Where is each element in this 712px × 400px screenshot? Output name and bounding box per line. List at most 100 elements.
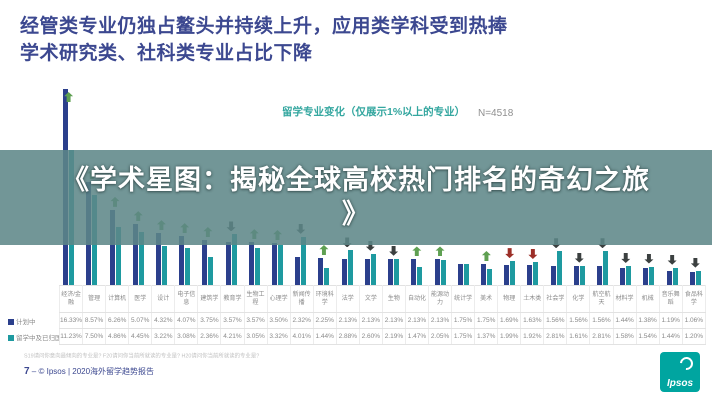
value-cell: 1.99% xyxy=(497,328,522,345)
overlay-banner: 《学术星图：揭秘全球高校热门排名的奇幻之旅 》 xyxy=(0,150,712,245)
value-cell: 1.20% xyxy=(681,328,707,345)
bar-planned xyxy=(179,236,185,285)
value-cell: 4.07% xyxy=(174,312,199,329)
trend-up-arrow-icon xyxy=(481,251,491,261)
category-header-cell: 经济/金融 xyxy=(58,285,84,313)
bar-planned xyxy=(318,258,324,285)
category-header-cell: 自动化 xyxy=(404,285,430,313)
bar-planned xyxy=(666,270,672,285)
bar-planned xyxy=(364,259,370,285)
bar-planned xyxy=(272,243,278,285)
value-cell: 4.01% xyxy=(289,328,314,345)
value-cell: 4.86% xyxy=(105,328,130,345)
bar-current xyxy=(185,248,191,285)
value-cell: 1.44% xyxy=(312,328,337,345)
trend-up-arrow-icon xyxy=(435,246,445,257)
bar-group xyxy=(312,80,335,285)
value-cell: 2.19% xyxy=(381,328,406,345)
bar-current xyxy=(278,245,284,285)
value-cell: 1.56% xyxy=(543,312,568,329)
footer-dash: ‒ xyxy=(31,367,37,376)
category-header-cell: 管理 xyxy=(82,285,107,313)
bar-current xyxy=(138,231,144,285)
banner-title-line2: 》 xyxy=(342,198,370,229)
bar-planned xyxy=(480,264,486,285)
bar-current xyxy=(394,258,400,285)
category-header-cell: 机械 xyxy=(635,285,660,313)
value-cell: 1.44% xyxy=(612,312,637,329)
trend-down-arrow-icon xyxy=(621,253,631,264)
bar-planned xyxy=(155,233,161,285)
value-cell: 2.81% xyxy=(543,328,568,345)
bar-current xyxy=(695,270,701,285)
value-cell: 1.75% xyxy=(451,312,476,329)
bar-current xyxy=(533,261,539,285)
bar-planned xyxy=(620,267,626,285)
value-cell: 1.61% xyxy=(566,328,591,345)
trend-down-arrow-icon xyxy=(389,245,399,256)
category-header-cell: 生物 xyxy=(381,285,406,313)
bar-planned xyxy=(573,266,579,285)
value-cell: 2.60% xyxy=(358,328,383,345)
value-cell: 3.05% xyxy=(243,328,268,345)
bar-group xyxy=(568,80,591,285)
value-cell: 3.50% xyxy=(266,312,291,329)
bar-current xyxy=(301,236,307,285)
category-header-cell: 化学 xyxy=(566,285,591,313)
banner-title-line1: 《学术星图：揭秘全球高校热门排名的奇幻之旅 xyxy=(62,164,650,195)
bar-group xyxy=(614,80,637,285)
value-cell: 1.54% xyxy=(635,328,660,345)
value-cell: 7.50% xyxy=(82,328,107,345)
bar-group xyxy=(475,80,498,285)
category-header-cell: 电子信息 xyxy=(174,285,199,313)
value-cell: 4.45% xyxy=(128,328,153,345)
bar-planned xyxy=(295,257,301,285)
value-cell: 6.26% xyxy=(105,312,130,329)
category-header-cell: 材料学 xyxy=(612,285,637,313)
value-cell: 1.56% xyxy=(589,312,614,329)
bar-group xyxy=(452,80,475,285)
value-cell: 2.13% xyxy=(404,312,430,329)
bar-current xyxy=(672,267,678,285)
ipsos-logo-mark-icon xyxy=(677,354,696,373)
value-cell: 8.57% xyxy=(82,312,107,329)
value-cell: 3.22% xyxy=(151,328,176,345)
category-header-cell: 教育学 xyxy=(220,285,245,313)
value-cell: 2.25% xyxy=(312,312,337,329)
value-cell: 3.32% xyxy=(266,328,291,345)
value-cell: 16.33% xyxy=(58,312,84,329)
bar-planned xyxy=(388,259,394,285)
category-header-cell: 物理 xyxy=(497,285,522,313)
bar-current xyxy=(579,265,585,285)
bar-planned xyxy=(341,259,347,285)
trend-down-arrow-icon xyxy=(690,257,700,268)
category-header-cell: 建筑学 xyxy=(197,285,222,313)
bar-planned xyxy=(109,209,115,285)
bar-group xyxy=(661,80,684,285)
series-legend-cell: 留学中及已归国 xyxy=(6,329,60,345)
value-cell: 2.81% xyxy=(589,328,614,345)
category-header-cell: 设计 xyxy=(151,285,176,313)
bar-planned xyxy=(504,264,510,285)
category-header-cell: 航空航天 xyxy=(589,285,614,313)
value-cell: 2.13% xyxy=(427,312,453,329)
value-cell: 4.32% xyxy=(151,312,176,329)
bar-group xyxy=(498,80,521,285)
bar-planned xyxy=(597,266,603,285)
bar-current xyxy=(254,248,260,285)
value-cell: 2.13% xyxy=(335,312,360,329)
ipsos-logo: Ipsos xyxy=(660,352,700,392)
value-cell: 5.07% xyxy=(128,312,153,329)
chart-title: 留学专业变化（仅展示1%以上的专业） xyxy=(282,106,466,118)
bar-current xyxy=(603,251,609,285)
trend-up-arrow-icon xyxy=(319,245,329,255)
bar-group xyxy=(405,80,428,285)
bar-planned xyxy=(202,240,208,285)
value-cell: 3.08% xyxy=(174,328,199,345)
bar-group xyxy=(359,80,382,285)
trend-down-arrow-icon xyxy=(505,248,515,259)
bar-current xyxy=(440,260,446,285)
trend-up-arrow-icon xyxy=(412,246,422,257)
bar-current xyxy=(231,234,237,285)
trend-down-arrow-icon xyxy=(667,254,677,265)
